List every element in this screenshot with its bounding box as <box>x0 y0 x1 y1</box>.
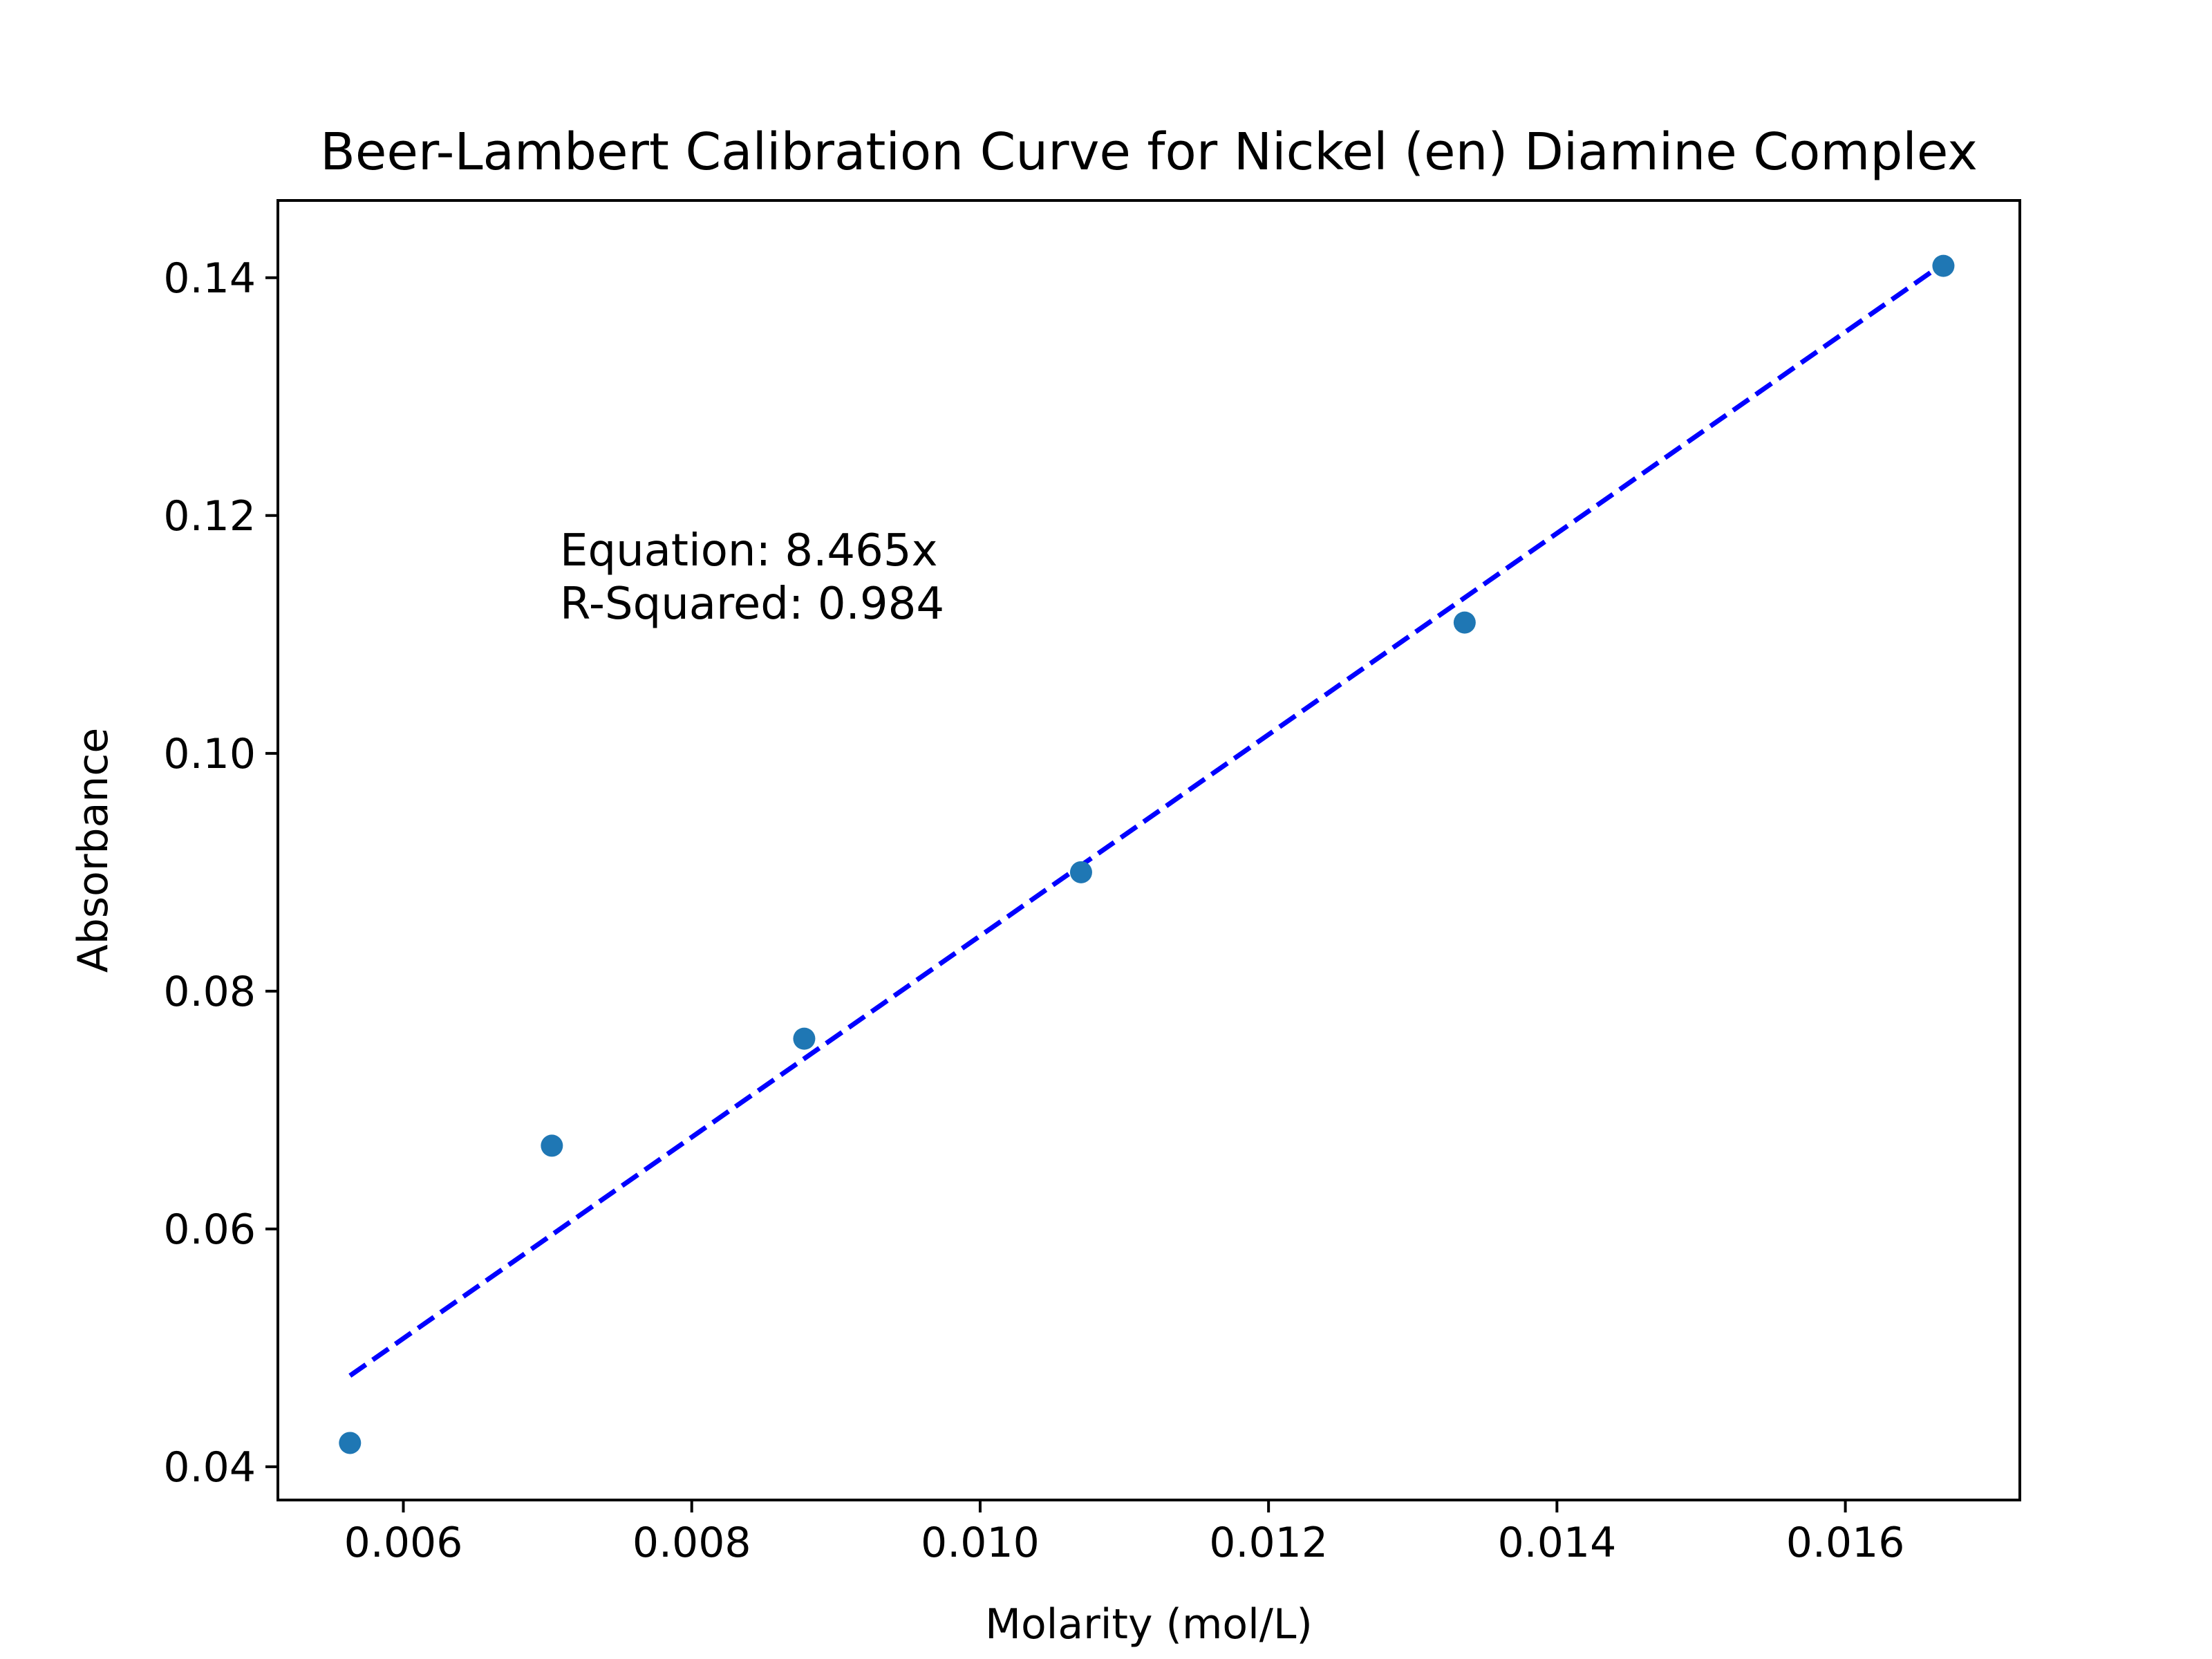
x-tick-label: 0.008 <box>632 1519 751 1567</box>
data-point <box>1069 861 1092 883</box>
chart-title: Beer-Lambert Calibration Curve for Nicke… <box>320 122 1978 182</box>
y-tick-label: 0.04 <box>163 1443 256 1492</box>
data-point <box>793 1027 816 1050</box>
y-axis-label: Absorbance <box>69 728 118 973</box>
y-tick-label: 0.06 <box>163 1206 256 1254</box>
x-axis-label: Molarity (mol/L) <box>985 1600 1313 1649</box>
y-tick-label: 0.08 <box>163 968 256 1016</box>
x-tick-label: 0.010 <box>921 1519 1040 1567</box>
data-point <box>1453 611 1476 634</box>
data-points-layer <box>339 254 1955 1454</box>
x-tick-label: 0.014 <box>1497 1519 1616 1567</box>
data-point <box>1932 254 1955 277</box>
data-point <box>339 1432 362 1454</box>
y-tick-label: 0.10 <box>163 730 256 778</box>
r-squared-annotation: R-Squared: 0.984 <box>560 579 944 630</box>
y-axis-ticks: 0.04 0.06 0.08 0.10 0.12 0.14 <box>163 254 278 1492</box>
equation-annotation: Equation: 8.465x <box>560 525 937 577</box>
y-tick-label: 0.12 <box>163 492 256 541</box>
x-tick-label: 0.012 <box>1209 1519 1328 1567</box>
fit-line-layer <box>348 261 1945 1378</box>
x-axis-ticks: 0.006 0.008 0.010 0.012 0.014 0.016 <box>344 1500 1905 1567</box>
fit-line <box>348 261 1945 1378</box>
data-point <box>541 1134 563 1157</box>
x-tick-label: 0.016 <box>1786 1519 1905 1567</box>
y-tick-label: 0.14 <box>163 254 256 303</box>
plot-frame <box>276 199 2021 1501</box>
x-tick-label: 0.006 <box>344 1519 463 1567</box>
